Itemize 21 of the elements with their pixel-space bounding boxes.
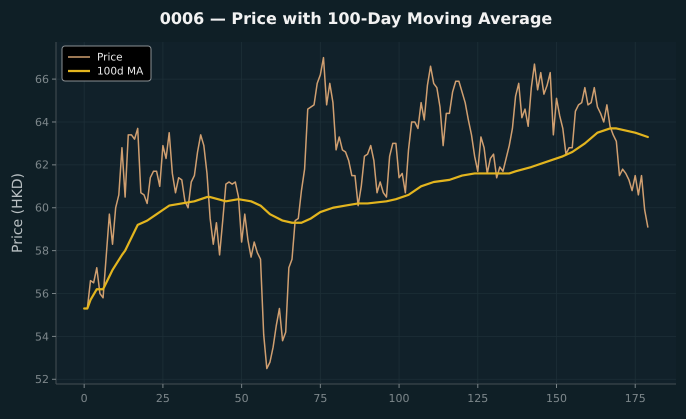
x-tick-label: 75 bbox=[313, 392, 328, 405]
legend-label: Price bbox=[97, 52, 123, 64]
x-tick-label: 125 bbox=[467, 392, 488, 405]
y-tick-label: 56 bbox=[35, 287, 49, 300]
y-tick-label: 52 bbox=[35, 373, 49, 386]
x-tick-label: 175 bbox=[624, 392, 646, 405]
y-tick-label: 66 bbox=[35, 72, 49, 86]
x-tick-label: 25 bbox=[156, 392, 170, 405]
x-tick-label: 50 bbox=[234, 392, 249, 405]
x-tick-label: 100 bbox=[388, 392, 410, 405]
x-tick-label: 150 bbox=[546, 392, 568, 405]
line-series bbox=[83, 127, 649, 310]
y-tick-label: 54 bbox=[35, 330, 49, 344]
y-tick-label: 60 bbox=[35, 202, 49, 215]
chart-title: 0006 — Price with 100-Day Moving Average bbox=[160, 9, 552, 28]
x-tick-label: 0 bbox=[80, 392, 88, 405]
y-tick-label: 62 bbox=[35, 158, 49, 172]
y-tick-label: 58 bbox=[35, 244, 49, 258]
y-tick-label: 64 bbox=[35, 116, 49, 129]
y-axis-title: Price (HKD) bbox=[10, 172, 26, 254]
legend-label: 100d MA bbox=[97, 66, 144, 78]
